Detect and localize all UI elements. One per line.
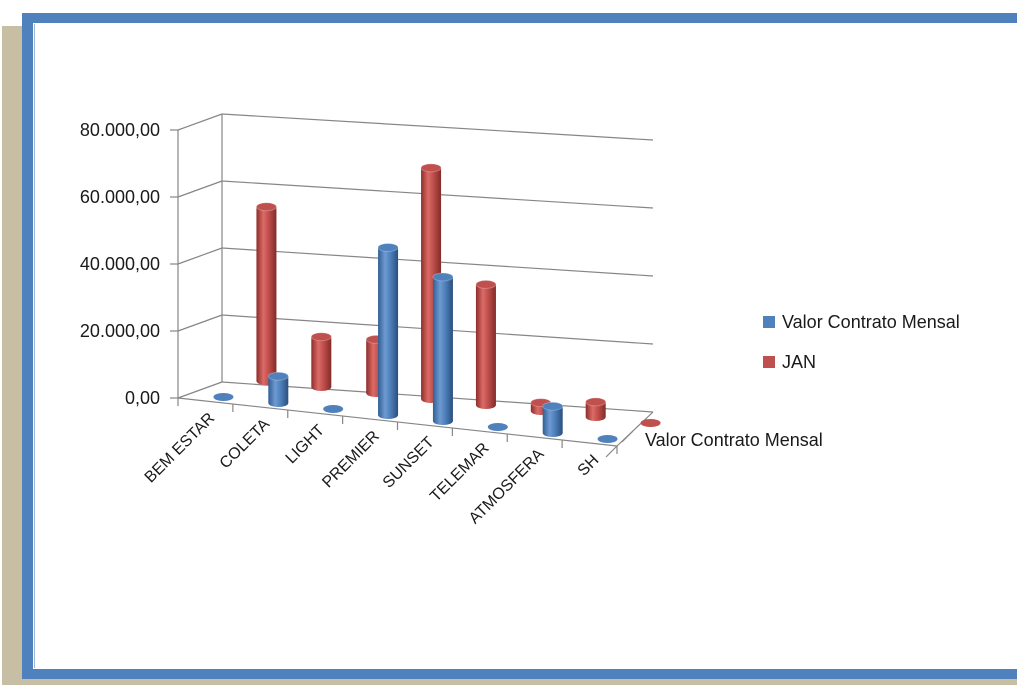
frame-inner-line (34, 24, 35, 668)
bar-jan (475, 279, 497, 409)
bar-valor-contrato (432, 272, 454, 425)
y-tick-label: 80.000,00 (80, 120, 160, 140)
legend-swatch (763, 356, 775, 368)
legend: Valor Contrato Mensal JAN (763, 312, 960, 372)
category-label: COLETA (217, 416, 274, 473)
chart-bars (213, 163, 661, 443)
bar-jan (585, 397, 607, 421)
legend-swatch (763, 316, 775, 328)
bar-valor-contrato (323, 405, 344, 413)
bar-valor-contrato (267, 371, 289, 407)
chart-frame (22, 13, 1017, 679)
category-label: SH (575, 452, 603, 480)
chart-walls (177, 113, 654, 458)
bar-valor-contrato (213, 393, 234, 401)
bar-valor-contrato (542, 401, 564, 437)
y-axis-ticks: 0,00 20.000,00 40.000,00 60.000,00 80.000,00 (80, 120, 178, 408)
category-label: BEM ESTAR (142, 410, 219, 487)
bar-valor-contrato (487, 423, 508, 431)
depth-axis-label: Valor Contrato Mensal (645, 430, 823, 450)
bar-jan (640, 419, 661, 427)
category-label: PREMIER (319, 428, 383, 492)
category-label: LIGHT (283, 422, 328, 467)
y-tick-label: 0,00 (125, 388, 160, 408)
legend-label: Valor Contrato Mensal (782, 312, 960, 332)
bar-valor-contrato (597, 435, 618, 443)
legend-label: JAN (782, 352, 816, 372)
y-tick-label: 60.000,00 (80, 187, 160, 207)
bar-valor-contrato (377, 243, 399, 419)
y-tick-label: 40.000,00 (80, 254, 160, 274)
bar-jan (255, 202, 277, 385)
y-tick-label: 20.000,00 (80, 321, 160, 341)
bar-jan (310, 332, 332, 391)
category-label: SUNSET (380, 434, 438, 492)
category-label: TELEMAR (427, 440, 492, 505)
